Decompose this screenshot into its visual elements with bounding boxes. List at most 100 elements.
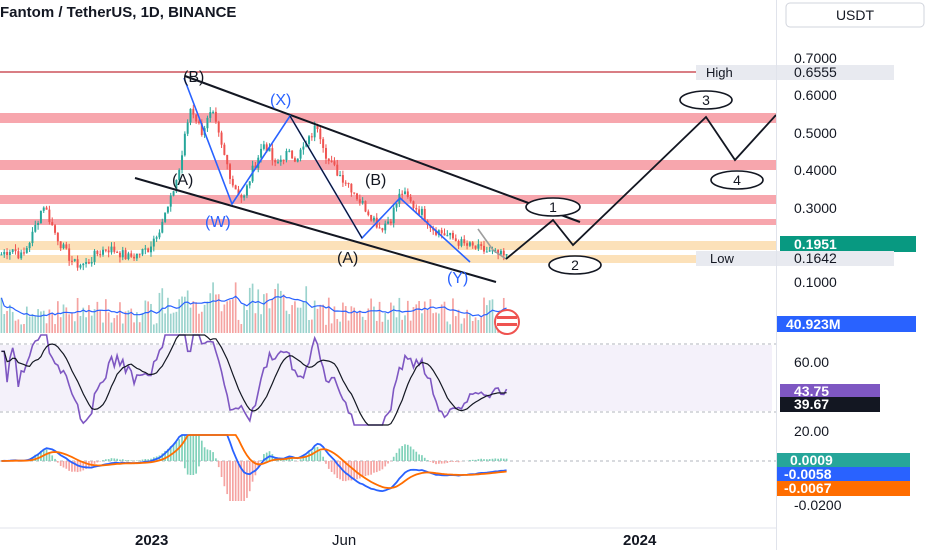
volume-bar <box>34 315 37 333</box>
volume-bar <box>449 324 451 333</box>
candle <box>237 189 240 196</box>
volume-bar <box>198 313 200 333</box>
macd-hist-bar <box>485 459 488 461</box>
macd-hist-bar <box>169 446 172 461</box>
volume-bar <box>192 301 195 333</box>
macd-hist-bar <box>398 448 401 461</box>
macd-hist-bar <box>48 452 51 461</box>
volume-bar <box>161 288 164 333</box>
candle <box>186 122 189 134</box>
volume-bar <box>25 306 28 333</box>
volume-bar <box>189 307 192 333</box>
macd-hist-bar <box>347 461 350 481</box>
volume-bar <box>186 290 189 333</box>
candle <box>127 253 130 260</box>
candle <box>435 230 438 235</box>
macd-hist-bar <box>401 446 404 461</box>
volume-bar <box>375 320 378 333</box>
volume-bar <box>471 321 474 333</box>
candle <box>42 207 45 211</box>
volume-bar <box>237 319 240 333</box>
volume-bar <box>415 304 418 333</box>
flag-icon[interactable] <box>494 309 520 335</box>
volume-bar <box>104 299 107 333</box>
macd-hist-bar <box>299 459 302 461</box>
candle <box>116 251 119 253</box>
volume-bar <box>73 321 76 333</box>
volume-bar <box>463 318 466 333</box>
macd-hist-bar <box>449 461 451 462</box>
candle <box>99 254 102 256</box>
candle <box>451 232 454 239</box>
macd-hist-bar <box>130 460 133 461</box>
volume-bar <box>378 301 381 333</box>
volume-bar <box>20 324 23 333</box>
count-3: 3 <box>702 92 710 108</box>
macd-hist-bar <box>426 460 429 461</box>
candle <box>404 191 406 195</box>
time-tick-2024: 2024 <box>623 532 657 549</box>
macd-hist-bar <box>229 461 231 501</box>
candle <box>158 232 161 238</box>
support-band-2 <box>0 255 776 263</box>
candle <box>164 212 167 222</box>
candle <box>65 244 68 249</box>
macd-hist-bar <box>200 440 203 461</box>
macd-hist-bar <box>392 456 395 461</box>
candle <box>316 125 319 130</box>
macd-hist-bar <box>339 461 341 480</box>
macd-hist-bar <box>327 461 330 469</box>
macd-hist-bar <box>336 461 339 479</box>
candle <box>471 242 474 246</box>
volume-bar <box>71 313 73 333</box>
macd-hist-bar <box>356 461 358 480</box>
macd-hist-bar <box>350 461 353 481</box>
macd-hist-bar <box>452 461 454 462</box>
macd-hist-bar <box>121 459 124 461</box>
macd-hist-bar <box>279 459 282 461</box>
macd-hist-bar <box>319 450 322 461</box>
volume-bar <box>311 319 313 333</box>
volume-bar <box>45 323 48 333</box>
volume-bar <box>82 307 85 333</box>
upper-trendline <box>184 75 581 223</box>
volume-bar <box>220 311 223 333</box>
volume-bar <box>302 301 305 333</box>
candle <box>305 143 308 147</box>
volume-bar <box>155 323 158 333</box>
macd-hist-bar <box>418 454 420 461</box>
volume-bar <box>384 312 387 333</box>
candle <box>265 144 268 152</box>
macd-hist-bar <box>375 461 378 473</box>
macd-line <box>1 434 507 493</box>
volume-bar <box>28 316 31 333</box>
candle <box>231 178 234 186</box>
volume-bar <box>423 301 426 333</box>
macd-hist-bar <box>333 461 336 475</box>
candle <box>449 232 452 236</box>
volume-bar <box>347 320 350 333</box>
volume-bar <box>127 310 130 333</box>
candle <box>341 175 344 183</box>
macd-hist-bar <box>234 461 237 501</box>
volume-bar <box>68 314 70 333</box>
volume-bar <box>93 309 96 333</box>
volume-bar <box>59 317 62 333</box>
volume-bar <box>57 301 59 333</box>
candle <box>497 249 500 255</box>
candle <box>217 121 220 133</box>
candle <box>324 147 327 159</box>
candle <box>34 224 37 232</box>
candle <box>79 265 82 268</box>
candle <box>370 214 373 221</box>
lower-trendline <box>134 177 497 283</box>
currency-button[interactable] <box>785 2 925 28</box>
macd-hist-bar <box>502 458 505 461</box>
volume-bar <box>31 313 34 333</box>
candle <box>485 251 488 253</box>
volume-bar <box>305 286 308 333</box>
volume-bar <box>17 319 20 333</box>
macd-hist-bar <box>45 449 48 461</box>
candle <box>48 209 51 223</box>
